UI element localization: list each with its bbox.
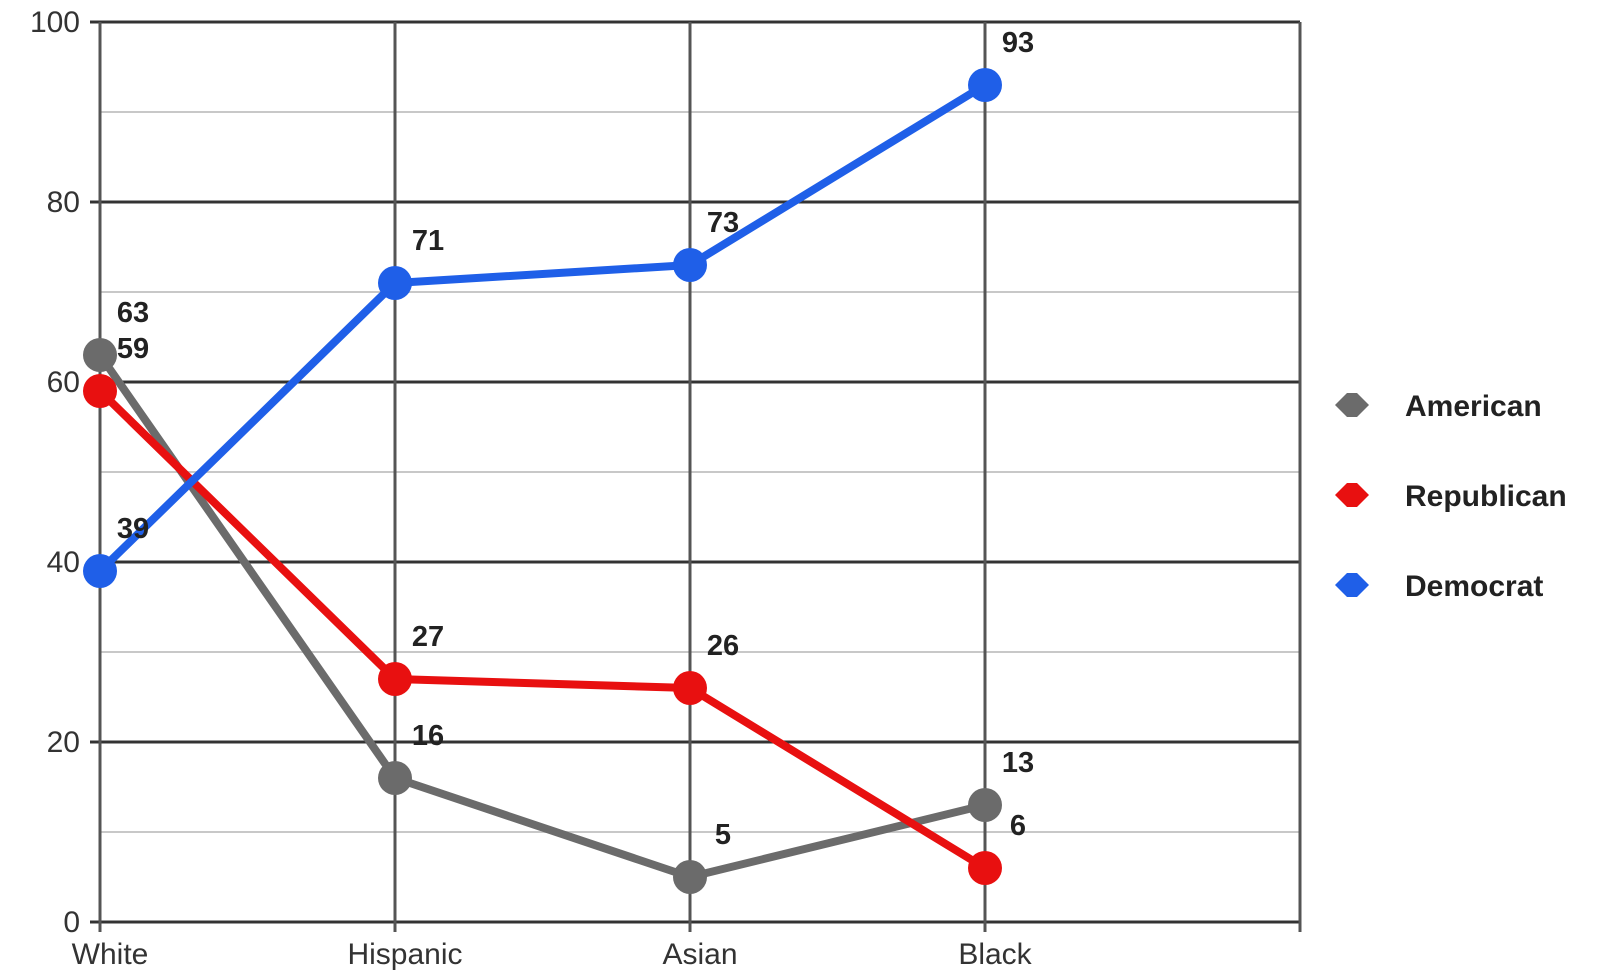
legend-label-american: American [1405, 390, 1542, 423]
y-tick-label: 40 [47, 546, 80, 579]
series-line-republican [96, 387, 989, 872]
data-point-republican [83, 374, 117, 408]
legend-marker-republican [1335, 483, 1369, 507]
data-point-democrat [968, 68, 1002, 102]
y-tick-label: 100 [30, 6, 80, 39]
y-tick-label: 60 [47, 366, 80, 399]
y-tick-label: 80 [47, 186, 80, 219]
data-label-democrat: 73 [707, 207, 739, 239]
data-label-republican: 59 [117, 333, 149, 365]
data-label-democrat: 39 [117, 513, 149, 545]
legend-marker-democrat [1335, 573, 1369, 597]
x-tick-label: Hispanic [347, 938, 462, 971]
data-point-american [83, 338, 117, 372]
data-label-american: 16 [412, 720, 444, 752]
data-label-republican: 6 [1010, 810, 1026, 842]
data-label-american: 5 [715, 819, 731, 851]
data-point-american [673, 860, 707, 894]
data-label-republican: 26 [707, 630, 739, 662]
chart-grid [90, 20, 1302, 932]
data-point-american [968, 788, 1002, 822]
x-tick-label: Asian [662, 938, 737, 971]
y-tick-label: 0 [63, 906, 80, 939]
series-line-democrat [96, 81, 989, 575]
data-label-democrat: 93 [1002, 27, 1034, 59]
data-labels: 63 16 5 13 59 27 26 6 39 71 73 93 [117, 27, 1034, 851]
data-point-american [378, 761, 412, 795]
x-tick-label: White [72, 938, 149, 971]
data-point-republican [673, 671, 707, 705]
data-point-democrat [83, 554, 117, 588]
data-label-american: 13 [1002, 747, 1034, 779]
data-point-democrat [673, 248, 707, 282]
y-tick-label: 20 [47, 726, 80, 759]
chart-legend: American Republican Democrat [1335, 390, 1567, 603]
data-point-republican [968, 851, 1002, 885]
legend-label-democrat: Democrat [1405, 570, 1543, 603]
legend-label-republican: Republican [1405, 480, 1567, 513]
data-label-democrat: 71 [412, 225, 444, 257]
series-line-american [96, 351, 989, 881]
data-label-republican: 27 [412, 621, 444, 653]
data-label-american: 63 [117, 297, 149, 329]
chart-axes: 0 20 40 60 80 100 White Hispanic Asian Black [30, 6, 1033, 971]
x-tick-label: Black [958, 938, 1032, 971]
legend-marker-american [1335, 393, 1369, 417]
data-point-republican [378, 662, 412, 696]
data-point-democrat [378, 266, 412, 300]
series-lines [96, 81, 989, 881]
series-points [83, 68, 1002, 894]
